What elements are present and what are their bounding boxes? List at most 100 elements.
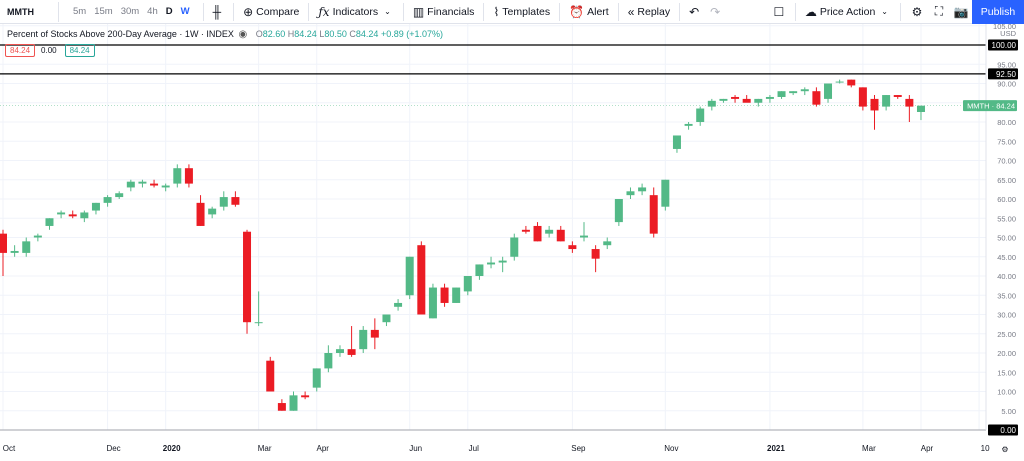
candle-body — [684, 123, 693, 126]
chevron-down-icon: ⌄ — [881, 7, 888, 16]
candle-body — [80, 212, 89, 219]
candle-body — [487, 262, 496, 265]
time-axis: Oct Dec 2020 Mar Apr Jun Jul Sep Nov 2021 Mar Apr 10 — [3, 444, 990, 453]
candle-body — [696, 108, 705, 122]
candle-body — [638, 187, 647, 192]
interval-w[interactable]: W — [180, 6, 190, 17]
high-value: 84.24 — [294, 29, 317, 39]
value-plain: 0.00 — [41, 46, 57, 55]
candle-body — [475, 264, 484, 276]
candle-body — [847, 79, 856, 86]
price-action-button[interactable]: ☁ Price Action ⌄ — [801, 1, 895, 23]
candle-body — [858, 87, 867, 107]
interval-5m[interactable]: 5m — [73, 6, 87, 17]
chart-legend: Percent of Stocks Above 200-Day Average … — [7, 29, 443, 40]
candle-body — [789, 91, 798, 94]
candle-body — [0, 233, 7, 253]
candle-body — [359, 329, 368, 350]
layout-button[interactable]: ☐ — [768, 1, 790, 23]
candle-body — [905, 98, 914, 107]
candle-body — [126, 181, 135, 188]
price-action-label: Price Action — [819, 5, 876, 18]
candle-body — [533, 225, 542, 242]
candle-body — [510, 237, 519, 257]
snapshot-button[interactable]: 📷 — [950, 1, 972, 23]
candle-body — [161, 185, 170, 188]
alert-button[interactable]: ⏰ Alert — [565, 1, 613, 23]
candle-body — [277, 403, 286, 411]
gear-icon: ⚙ — [911, 4, 923, 19]
fullscreen-button[interactable]: ⛶ — [928, 1, 950, 23]
interval-30m[interactable]: 30m — [120, 6, 140, 17]
candle-body — [626, 191, 635, 196]
indicators-label: Indicators — [332, 5, 379, 18]
current-price-label: MMTH · 84.24 — [967, 102, 1015, 111]
price-tick-label: 70.00 — [997, 157, 1016, 166]
price-tick-label: 10.00 — [997, 388, 1016, 397]
candle-body — [219, 197, 228, 207]
candle-body — [103, 197, 112, 203]
replay-button[interactable]: «Replay — [624, 1, 674, 23]
high-label: H — [287, 29, 295, 39]
price-tick-label: 65.00 — [997, 176, 1016, 185]
candle-body — [184, 168, 193, 184]
toolbar-separator — [308, 2, 310, 21]
candle-body — [812, 91, 821, 105]
close-value: 84.24 — [355, 29, 379, 39]
templates-label: Templates — [502, 5, 551, 18]
candle-body — [545, 229, 554, 234]
price-axis: 105.0095.0090.0085.0080.0075.0070.0065.0… — [963, 24, 1018, 436]
current-price-badge — [963, 100, 1017, 112]
candle-body — [45, 218, 54, 226]
price-line-label: 100.00 — [992, 41, 1017, 50]
price-tick-label: 5.00 — [1001, 407, 1016, 416]
price-line-badge — [988, 39, 1018, 51]
price-chart[interactable]: 105.0095.0090.0085.0080.0075.0070.0065.0… — [0, 24, 1024, 461]
cloud-icon: ☁ — [804, 4, 817, 19]
toolbar-separator — [233, 2, 235, 21]
time-axis-settings[interactable]: ⚙ — [1001, 445, 1008, 454]
symbol-search[interactable]: MMTH — [3, 1, 59, 22]
interval-15m[interactable]: 15m — [94, 6, 113, 17]
indicators-button[interactable]: ƒx Indicators ⌄ — [314, 1, 397, 23]
financials-button[interactable]: ▥ Financials — [409, 1, 479, 23]
candle-body — [719, 98, 728, 101]
publish-button[interactable]: Publish — [972, 0, 1024, 24]
candle-body — [428, 287, 437, 319]
eye-icon[interactable]: ◉ — [238, 29, 248, 40]
candle-body — [672, 135, 681, 149]
toolbar-separator — [559, 2, 561, 21]
candle-body — [835, 81, 844, 83]
candle-body — [521, 229, 530, 232]
price-tick-label: 60.00 — [997, 195, 1016, 204]
redo-button[interactable]: ↷ — [706, 1, 727, 23]
candle-body — [243, 231, 252, 323]
price-tick-label: 80.00 — [997, 118, 1016, 127]
candle-body — [138, 181, 147, 184]
fullscreen-icon: ⛶ — [934, 4, 944, 18]
price-tick-label: 20.00 — [997, 349, 1016, 358]
financials-label: Financials — [427, 5, 475, 18]
interval-4h[interactable]: 4h — [147, 6, 158, 17]
price-axis-bg — [986, 24, 1024, 461]
time-tick-label: Nov — [664, 444, 678, 453]
value-box-red: 84.24 — [5, 44, 36, 57]
compare-button[interactable]: ⊕ Compare — [239, 1, 303, 23]
interval-d[interactable]: D — [165, 6, 173, 17]
price-line-label: 92.50 — [996, 70, 1017, 79]
alert-label: Alert — [587, 5, 609, 18]
templates-button[interactable]: ⌇ Templates — [489, 1, 554, 23]
price-tick-label: 35.00 — [997, 291, 1016, 300]
chart-type-button[interactable]: ╫ — [209, 1, 229, 23]
undo-button[interactable]: ↶ — [685, 1, 706, 23]
toolbar-separator — [679, 2, 681, 21]
candle-body — [231, 197, 240, 205]
indicator-values: 84.24 0.00 84.24 — [5, 44, 95, 57]
candle-body — [417, 245, 426, 315]
candle-body — [91, 202, 100, 211]
price-tick-label: 55.00 — [997, 214, 1016, 223]
settings-button[interactable]: ⚙ — [906, 1, 928, 23]
candle-body — [893, 95, 902, 97]
symbol-label: MMTH — [7, 6, 34, 17]
legend-ohlc: O82.60 H84.24 L80.50 C84.24 +0.89 (+1.07… — [256, 29, 443, 39]
